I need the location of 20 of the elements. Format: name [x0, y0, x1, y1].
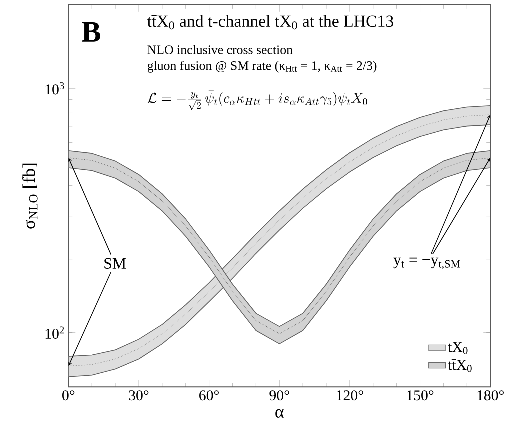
annotation: y$_{t}$ = −y$_{t,SM}$: [394, 258, 460, 270]
text: tt̄X$_{0}$ and t-channel tX$_{0}$ at the LHC13: [148, 15, 394, 30]
y-tick-label: 10$^{3}$: [46, 82, 64, 95]
x-tick-label: 180°: [478, 390, 504, 401]
legend-label: tX$_{0}$: [448, 342, 468, 354]
annotation: SM: [104, 258, 126, 270]
x-axis-title: α: [276, 410, 284, 418]
x-tick-label: 60°: [200, 390, 219, 401]
x-tick-label: 120°: [337, 390, 364, 401]
annotation: $\mathcal{L}=-\frac{y_t}{\sqrt{2}}\,\bar{\psi}_t(c_\alpha\kappa_{Htt}+is_\alpha\kappa_{Att}\gamma_5)\psi_t X_0$: [148, 90, 368, 110]
y-axis-title: σ$_{NLO}$ [fb]: [22, 164, 38, 229]
text: NLO inclusive cross section: [148, 45, 293, 54]
x-tick-label: 0°: [62, 390, 75, 401]
y-tick-label: 10$^{2}$: [46, 326, 64, 340]
x-tick-label: 90°: [270, 390, 290, 401]
x-tick-label: 150°: [407, 390, 434, 401]
legend-label: tt̄X$_{0}$: [448, 360, 472, 372]
annotation: B: [82, 22, 101, 42]
x-tick-label: 30°: [129, 390, 149, 401]
annotation: gluon fusion @ SM rate (κ$_{Htt}$ = 1, κ$_{Att}$ = 2/3): [148, 61, 377, 73]
